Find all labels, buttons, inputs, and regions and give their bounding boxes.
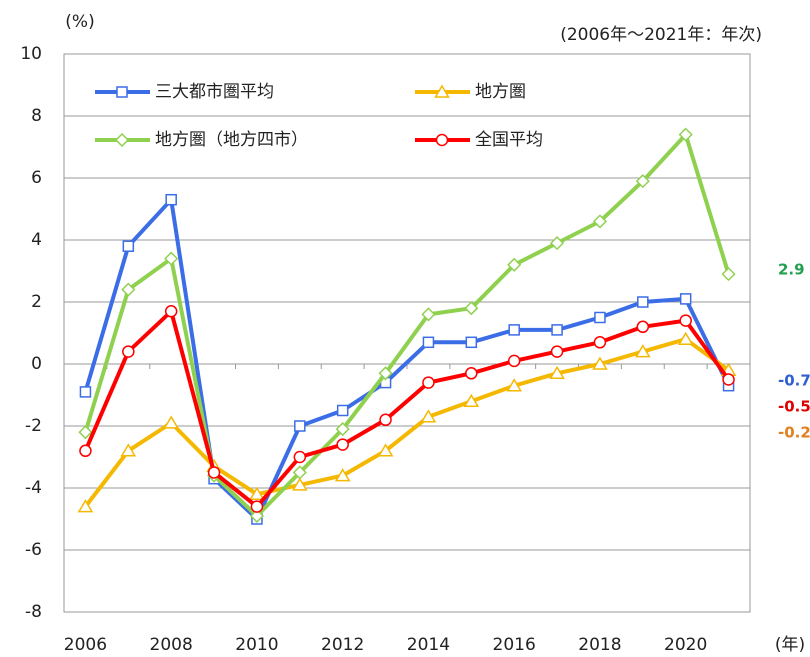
- marker: [592, 214, 607, 229]
- x-tick-label: 2014: [407, 635, 450, 655]
- marker: [550, 345, 564, 358]
- marker: [592, 356, 608, 370]
- marker: [334, 468, 351, 482]
- marker: [116, 86, 128, 98]
- y-tick-label: -8: [25, 602, 42, 622]
- marker: [336, 404, 349, 417]
- marker: [293, 450, 307, 464]
- marker: [121, 282, 136, 297]
- marker: [721, 267, 736, 282]
- end-label: 2.9: [778, 261, 805, 279]
- marker: [249, 486, 265, 500]
- marker: [78, 425, 93, 440]
- marker: [291, 477, 308, 491]
- x-unit: (年): [775, 635, 805, 655]
- marker: [207, 466, 221, 479]
- marker: [508, 324, 520, 336]
- marker: [507, 257, 522, 272]
- marker: [120, 443, 137, 457]
- end-label: -0.7: [778, 372, 810, 390]
- y-tick-label: 0: [31, 354, 42, 374]
- marker: [722, 373, 735, 386]
- marker: [421, 307, 436, 322]
- marker: [507, 354, 521, 368]
- marker: [250, 500, 264, 513]
- y-tick-label: 10: [20, 44, 42, 64]
- marker: [677, 331, 694, 345]
- legend-label: 地方圏（地方四市）: [155, 130, 308, 150]
- marker: [463, 393, 480, 407]
- marker: [594, 311, 606, 324]
- marker: [294, 420, 306, 432]
- legend-label: 全国平均: [475, 130, 543, 150]
- marker: [637, 296, 649, 308]
- x-tick-label: 2006: [64, 635, 107, 655]
- marker: [465, 336, 478, 349]
- y-tick-label: 6: [31, 168, 42, 188]
- legend-label: 三大都市圏平均: [155, 82, 274, 102]
- x-tick-label: 2018: [578, 635, 621, 655]
- marker: [292, 465, 307, 480]
- marker: [679, 293, 692, 305]
- marker: [79, 444, 92, 458]
- marker: [422, 376, 435, 389]
- marker: [379, 413, 392, 427]
- x-tick-label: 2010: [235, 635, 278, 655]
- y-tick-label: -6: [25, 540, 42, 560]
- marker: [634, 344, 651, 358]
- x-tick-label: 2020: [664, 635, 707, 655]
- marker: [434, 84, 450, 98]
- marker: [550, 236, 565, 251]
- marker: [435, 133, 449, 147]
- x-tick-label: 2008: [150, 635, 193, 655]
- marker: [336, 438, 349, 451]
- marker: [635, 174, 650, 189]
- marker: [465, 367, 478, 380]
- marker: [164, 305, 178, 318]
- marker: [114, 132, 130, 148]
- y-tick-label: 2: [31, 292, 42, 312]
- y-tick-label: -2: [25, 416, 42, 436]
- plot-border: [63, 53, 751, 613]
- marker: [593, 336, 607, 349]
- marker: [77, 499, 94, 513]
- series-line: [83, 337, 730, 508]
- marker: [679, 314, 692, 327]
- marker: [636, 320, 650, 334]
- y-unit: (%): [65, 12, 94, 32]
- marker: [163, 415, 180, 429]
- marker: [378, 366, 393, 381]
- marker: [79, 386, 92, 398]
- end-label: -0.2: [778, 424, 810, 442]
- marker: [506, 378, 523, 392]
- y-tick-label: 4: [31, 230, 42, 250]
- marker: [549, 365, 565, 380]
- marker: [464, 301, 479, 316]
- marker: [165, 193, 177, 206]
- marker: [122, 345, 135, 358]
- marker: [422, 336, 435, 349]
- x-tick-label: 2012: [321, 635, 364, 655]
- marker: [164, 251, 179, 266]
- series-line: [83, 309, 731, 509]
- chart-note: (2006年～2021年：年次): [560, 25, 762, 45]
- x-tick-label: 2016: [493, 635, 536, 655]
- marker: [335, 422, 350, 437]
- marker: [551, 324, 563, 336]
- y-tick-label: -4: [25, 478, 42, 498]
- y-tick-label: 8: [31, 106, 42, 126]
- end-label: -0.5: [778, 398, 810, 416]
- marker: [249, 508, 264, 523]
- series-line: [83, 197, 731, 521]
- marker: [420, 409, 437, 423]
- legend-label: 地方圏: [475, 82, 526, 102]
- marker: [678, 127, 693, 142]
- series-line: [83, 132, 731, 518]
- marker: [377, 443, 394, 457]
- marker: [122, 240, 135, 252]
